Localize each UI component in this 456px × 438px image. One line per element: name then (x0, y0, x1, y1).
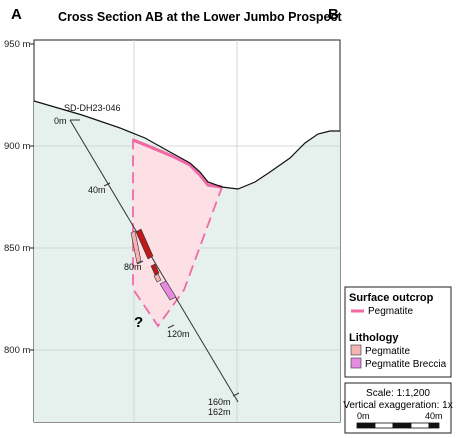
legend-lithology-swatch-breccia (350, 357, 362, 369)
legend-lithology-swatch-pegmatite (350, 344, 362, 356)
drillhole-trace (69, 119, 239, 403)
vertical-exaggeration: Vertical exaggeration: 1x (343, 400, 453, 411)
legend-surface-item-pegmatite: Pegmatite (368, 306, 413, 317)
depth-label-120m: 120m (167, 329, 190, 339)
uncertain-extent-marker: ? (134, 314, 143, 331)
intercept-pegmatite-breccia (159, 280, 177, 301)
elevation-label-850: 850 m (4, 243, 30, 254)
legend-lithology-item-pegmatite: Pegmatite (365, 346, 410, 357)
depth-label-80m: 80m (124, 262, 142, 272)
corner-label-a: A (11, 6, 22, 23)
scale-tick-0m: 0m (357, 411, 370, 421)
legend-surface-title: Surface outcrop (349, 292, 434, 304)
diagram-title: Cross Section AB at the Lower Jumbo Pros… (58, 10, 342, 24)
intercept-red-small (150, 263, 160, 276)
intercept-red-upper (135, 228, 154, 260)
legend-lithology-title: Lithology (349, 332, 399, 344)
corner-label-b: B (328, 6, 339, 23)
depth-label-160m: 160m (208, 397, 231, 407)
drillhole-depth-ticks (103, 182, 240, 397)
legend: Surface outcrop Pegmatite Lithology Pegm… (344, 286, 452, 378)
elevation-label-800: 800 m (4, 345, 30, 356)
depth-label-162m: 162m (208, 407, 231, 417)
elevation-label-900: 900 m (4, 141, 30, 152)
drillhole-name: SD-DH23-046 (64, 103, 121, 113)
scale-box: Scale: 1:1,200 Vertical exaggeration: 1x… (343, 382, 453, 434)
intercept-pegmatite-mid (153, 273, 162, 283)
elevation-ticks (30, 43, 34, 351)
scale-bar (356, 422, 440, 429)
topography-line (33, 100, 340, 190)
drillhole-intercepts (130, 228, 177, 301)
depth-label-0m: 0m (54, 116, 67, 126)
legend-box (344, 286, 452, 378)
surface-outcrop-pegmatite (132, 138, 223, 189)
scale-ratio: Scale: 1:1,200 (366, 388, 430, 399)
elevation-label-950: 950 m (4, 39, 30, 50)
depth-label-40m: 40m (88, 185, 106, 195)
intercept-pegmatite-upper (130, 230, 142, 264)
scale-tick-40m: 40m (425, 411, 443, 421)
legend-lithology-item-breccia: Pegmatite Breccia (365, 359, 447, 370)
